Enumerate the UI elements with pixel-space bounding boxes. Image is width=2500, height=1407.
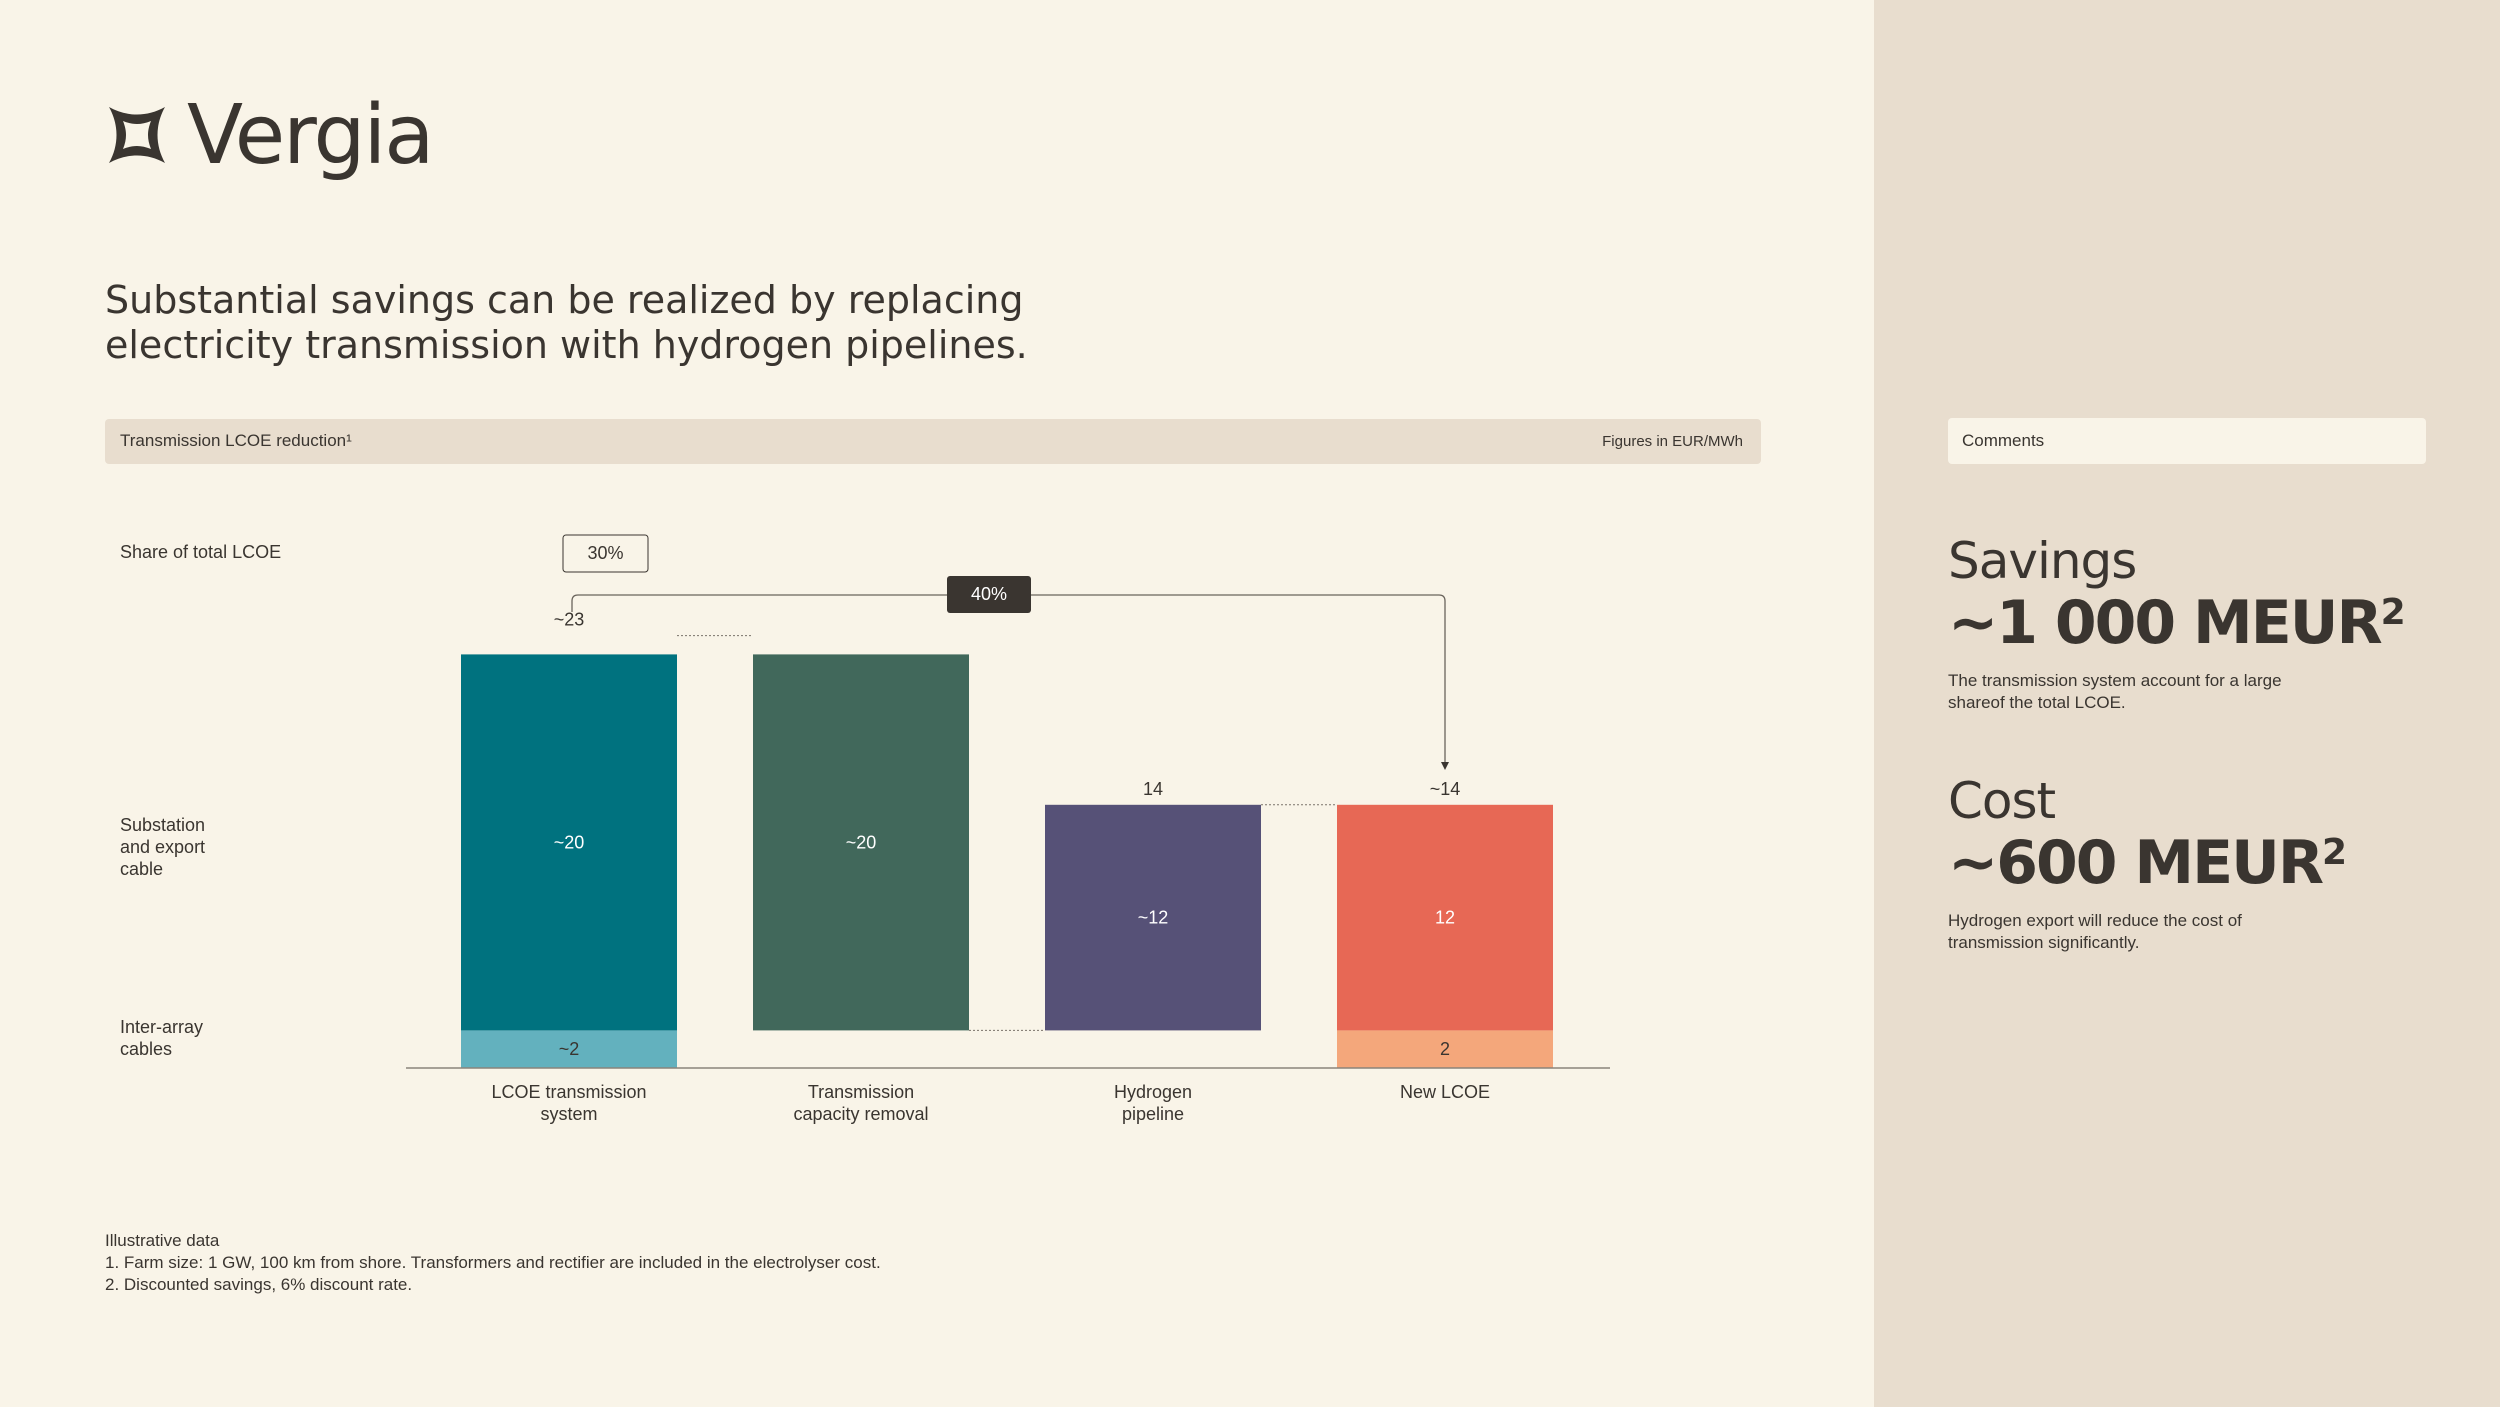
bar-segment bbox=[1045, 804, 1261, 1031]
savings-description: The transmission system account for a la… bbox=[1948, 671, 2282, 712]
share-value: 30% bbox=[587, 543, 623, 563]
bar-segment bbox=[753, 654, 969, 1031]
segment-label: ~2 bbox=[559, 1039, 580, 1059]
category-label: pipeline bbox=[1122, 1104, 1184, 1124]
cost-description: Hydrogen export will reduce the cost of … bbox=[1948, 911, 2242, 952]
bracket-arrowhead bbox=[1441, 762, 1449, 770]
footnote-1: 1. Farm size: 1 GW, 100 km from shore. T… bbox=[105, 1253, 881, 1272]
chart-units: Figures in EUR/MWh bbox=[1602, 433, 1743, 450]
segment-label: ~20 bbox=[554, 832, 585, 852]
cost-label: Cost bbox=[1948, 772, 2056, 830]
bar-segment bbox=[461, 654, 677, 1031]
category-label: Hydrogen bbox=[1114, 1082, 1192, 1102]
category-label: Transmission bbox=[808, 1082, 914, 1102]
segment-label: ~20 bbox=[846, 832, 877, 852]
savings-footnote-ref: 2 bbox=[2380, 592, 2406, 633]
category-label: New LCOE bbox=[1400, 1082, 1490, 1102]
reduction-badge bbox=[947, 576, 1031, 613]
segment-label: 12 bbox=[1435, 908, 1455, 928]
bar-segment bbox=[461, 1030, 677, 1068]
cost-value: ~600 MEUR2 bbox=[1948, 828, 2347, 898]
savings-value: ~1 000 MEUR2 bbox=[1948, 588, 2406, 658]
comments-label: Comments bbox=[1962, 431, 2045, 450]
footnote-2: 2. Discounted savings, 6% discount rate. bbox=[105, 1275, 413, 1294]
segment-label: 2 bbox=[1440, 1039, 1450, 1059]
savings-label: Savings bbox=[1948, 532, 2137, 590]
footnote-0: Illustrative data bbox=[105, 1231, 220, 1250]
brand-logo: Vergia bbox=[105, 87, 435, 183]
sidebar-panel bbox=[1874, 0, 2500, 1407]
cost-amount: ~600 MEUR bbox=[1948, 828, 2324, 898]
bar-segment bbox=[1337, 804, 1553, 1031]
category-label: LCOE transmission bbox=[491, 1082, 646, 1102]
comments-box: Comments bbox=[1948, 418, 2426, 464]
cost-footnote-ref: 2 bbox=[2322, 832, 2347, 873]
chart-header-bar: Transmission LCOE reduction¹ Figures in … bbox=[105, 419, 1761, 464]
total-label: 14 bbox=[1143, 779, 1163, 799]
total-label: ~14 bbox=[1430, 779, 1461, 799]
share-of-total-label: Share of total LCOE bbox=[120, 542, 282, 562]
reduction-bracket bbox=[571, 594, 1446, 764]
inter-array-row-label: Inter-array cables bbox=[120, 1017, 204, 1059]
share-box bbox=[562, 534, 649, 573]
category-label: system bbox=[540, 1104, 597, 1124]
footnotes: Illustrative data 1. Farm size: 1 GW, 10… bbox=[105, 1230, 881, 1296]
reduction-value: 40% bbox=[971, 584, 1007, 604]
category-label: capacity removal bbox=[793, 1104, 928, 1124]
substation-row-label: Substation and export cable bbox=[120, 815, 206, 879]
chart-title: Transmission LCOE reduction¹ bbox=[120, 431, 352, 450]
bar-segment bbox=[1337, 1030, 1553, 1068]
savings-amount: ~1 000 MEUR bbox=[1948, 588, 2383, 658]
brand-name: Vergia bbox=[187, 87, 435, 183]
page-title: Substantial savings can be realized by r… bbox=[105, 278, 1028, 367]
segment-label: ~12 bbox=[1138, 908, 1169, 928]
vergia-logo-icon bbox=[109, 107, 165, 163]
total-label: ~23 bbox=[554, 610, 585, 630]
